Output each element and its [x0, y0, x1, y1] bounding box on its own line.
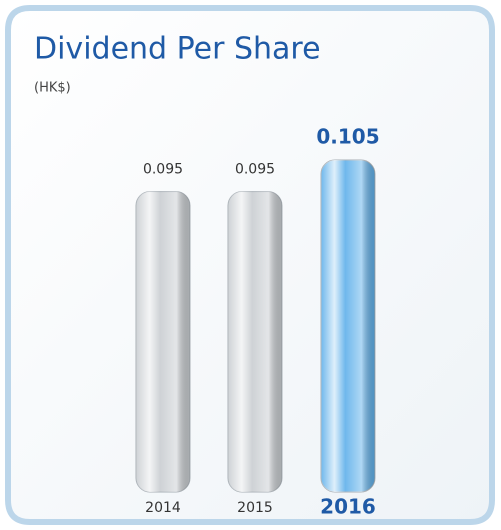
bar-gloss — [228, 191, 282, 492]
value-label: 0.105 — [316, 125, 379, 149]
chart-subtitle: (HK$) — [34, 81, 71, 96]
x-tick-label: 2014 — [145, 500, 181, 516]
bar-gloss — [136, 191, 190, 492]
x-tick-label: 2016 — [320, 495, 376, 519]
value-label: 0.095 — [143, 162, 183, 178]
value-label: 0.095 — [235, 162, 275, 178]
x-tick-label: 2015 — [237, 500, 273, 516]
chart-title: Dividend Per Share — [34, 32, 321, 67]
bar-gloss — [321, 160, 375, 492]
